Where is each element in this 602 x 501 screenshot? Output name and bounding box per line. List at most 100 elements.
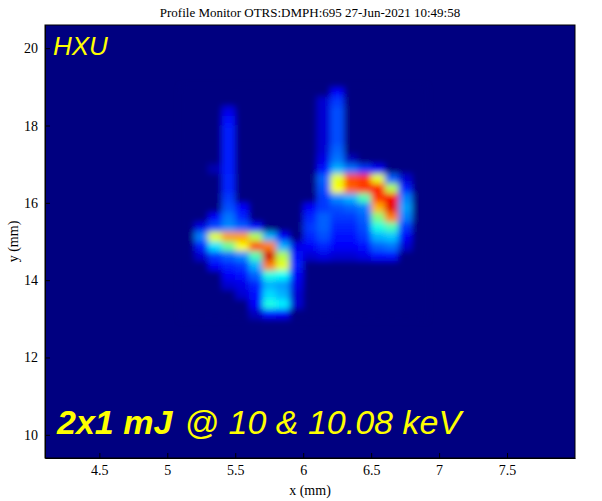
heatmap-cell bbox=[222, 232, 236, 242]
heatmap-cell bbox=[330, 106, 344, 116]
heatmap-cell bbox=[371, 232, 385, 242]
heatmap-cell bbox=[412, 251, 426, 261]
heatmap-cell bbox=[330, 116, 344, 126]
heatmap-cell bbox=[262, 145, 276, 155]
heatmap-cell bbox=[235, 270, 249, 280]
heatmap-cell bbox=[249, 174, 263, 184]
heatmap-cell bbox=[181, 280, 195, 290]
tick: 7 bbox=[436, 453, 443, 478]
heatmap-cell bbox=[181, 203, 195, 213]
heatmap-cell bbox=[385, 203, 399, 213]
heatmap-cell bbox=[358, 184, 372, 194]
tick-label: 10 bbox=[24, 428, 38, 443]
tick-label: 12 bbox=[24, 350, 38, 365]
heatmap-cell bbox=[181, 135, 195, 145]
heatmap-cell bbox=[208, 184, 222, 194]
heatmap-cell bbox=[222, 174, 236, 184]
heatmap-cell bbox=[385, 290, 399, 300]
heatmap-cell bbox=[249, 87, 263, 97]
heatmap-cell bbox=[358, 164, 372, 174]
heatmap-cell bbox=[262, 97, 276, 107]
heatmap-cell bbox=[371, 155, 385, 165]
heatmap-cell bbox=[208, 145, 222, 155]
heatmap-cell bbox=[276, 251, 290, 261]
heatmap-cell bbox=[222, 164, 236, 174]
heatmap-cell bbox=[371, 106, 385, 116]
heatmap-cell bbox=[208, 299, 222, 309]
heatmap-cell bbox=[303, 184, 317, 194]
y-axis: 101214161820 bbox=[24, 26, 50, 459]
heatmap-cell bbox=[262, 184, 276, 194]
heatmap-cell bbox=[358, 299, 372, 309]
tick-mark bbox=[45, 435, 50, 436]
plot-background bbox=[45, 25, 575, 458]
heatmap-cell bbox=[344, 193, 358, 203]
heatmap-cell bbox=[317, 184, 331, 194]
tick-mark bbox=[439, 453, 440, 458]
heatmap-cell bbox=[317, 193, 331, 203]
heatmap-cell bbox=[398, 164, 412, 174]
heatmap-cell bbox=[235, 184, 249, 194]
heatmap-cells bbox=[181, 87, 426, 320]
heatmap-cell bbox=[262, 106, 276, 116]
tick: 5.5 bbox=[227, 453, 245, 478]
heatmap-cell bbox=[344, 155, 358, 165]
heatmap-cell bbox=[385, 222, 399, 232]
heatmap-cell bbox=[222, 222, 236, 232]
heatmap-cell bbox=[208, 87, 222, 97]
heatmap-cell bbox=[412, 222, 426, 232]
x-axis-title: x (mm) bbox=[289, 483, 331, 499]
tick-label: 5 bbox=[164, 463, 171, 478]
heatmap-cell bbox=[358, 106, 372, 116]
heatmap-cell bbox=[290, 270, 304, 280]
heatmap-cell bbox=[317, 116, 331, 126]
heatmap-cell bbox=[398, 116, 412, 126]
heatmap-cell bbox=[358, 251, 372, 261]
tick-label: 16 bbox=[24, 196, 38, 211]
heatmap-cell bbox=[235, 309, 249, 319]
heatmap-cell bbox=[330, 270, 344, 280]
heatmap-cell bbox=[344, 299, 358, 309]
heatmap-cell bbox=[412, 87, 426, 97]
heatmap-cell bbox=[262, 135, 276, 145]
heatmap-cell bbox=[249, 309, 263, 319]
heatmap-cell bbox=[276, 299, 290, 309]
heatmap-cell bbox=[344, 135, 358, 145]
heatmap-cell bbox=[235, 261, 249, 271]
heatmap-cell bbox=[412, 299, 426, 309]
heatmap-cell bbox=[222, 203, 236, 213]
heatmap-cell bbox=[317, 242, 331, 252]
heatmap-cell bbox=[262, 242, 276, 252]
tick-label: 4.5 bbox=[91, 463, 109, 478]
heatmap-cell bbox=[235, 116, 249, 126]
heatmap-cell bbox=[358, 232, 372, 242]
heatmap-cell bbox=[398, 106, 412, 116]
tick: 6.5 bbox=[363, 453, 381, 478]
heatmap-cell bbox=[194, 155, 208, 165]
heatmap-cell bbox=[181, 184, 195, 194]
tick-label: 6.5 bbox=[363, 463, 381, 478]
heatmap-cell bbox=[290, 164, 304, 174]
chart: 4.555.566.577.5101214161820Profile Monit… bbox=[0, 0, 602, 501]
heatmap-cell bbox=[290, 280, 304, 290]
heatmap-cell bbox=[358, 155, 372, 165]
heatmap-cell bbox=[358, 97, 372, 107]
heatmap-cell bbox=[398, 213, 412, 223]
heatmap-cell bbox=[317, 135, 331, 145]
heatmap-cell bbox=[262, 222, 276, 232]
heatmap-cell bbox=[181, 145, 195, 155]
heatmap-cell bbox=[412, 184, 426, 194]
heatmap-cell bbox=[398, 232, 412, 242]
heatmap-cell bbox=[208, 164, 222, 174]
heatmap-cell bbox=[303, 222, 317, 232]
heatmap-cell bbox=[385, 261, 399, 271]
heatmap-cell bbox=[385, 87, 399, 97]
heatmap-cell bbox=[208, 213, 222, 223]
heatmap-cell bbox=[249, 222, 263, 232]
heatmap-cell bbox=[276, 97, 290, 107]
heatmap-cell bbox=[344, 174, 358, 184]
heatmap-cell bbox=[398, 309, 412, 319]
heatmap-cell bbox=[412, 261, 426, 271]
tick-label: 20 bbox=[24, 41, 38, 56]
heatmap-cell bbox=[385, 270, 399, 280]
